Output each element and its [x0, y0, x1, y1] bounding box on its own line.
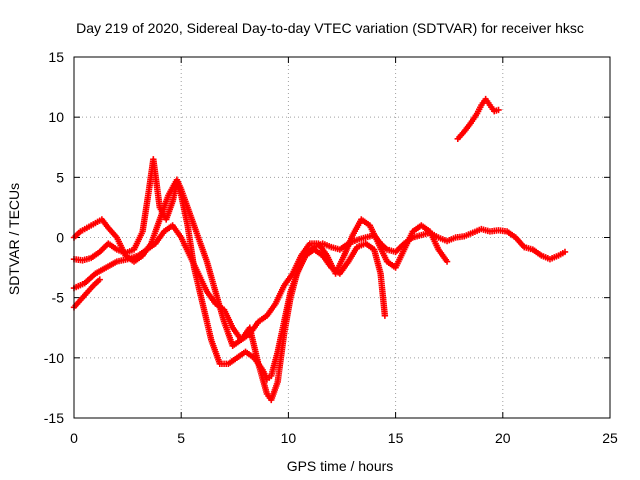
y-tick-label: -5: [52, 290, 65, 306]
series-track-2: [70, 176, 389, 404]
data-points: [70, 95, 569, 404]
x-tick-label: 15: [388, 430, 404, 446]
series-track-5: [454, 95, 502, 143]
series-track-1: [70, 156, 569, 383]
y-axis-label: SDTVAR / TECUs: [6, 183, 22, 295]
data-point: [96, 276, 103, 283]
data-point: [495, 106, 502, 114]
y-tick-label: 5: [56, 169, 64, 185]
data-point: [443, 258, 451, 265]
x-axis-label: GPS time / hours: [287, 458, 394, 474]
x-tick-label: 10: [281, 430, 297, 446]
tick-labels: 0 5 10 15 20 25 -15 -10 -5 0 5 10 15: [44, 49, 618, 446]
x-tick-label: 5: [177, 430, 185, 446]
chart-title: Day 219 of 2020, Sidereal Day-to-day VTE…: [76, 20, 584, 36]
y-tick-label: 10: [48, 109, 64, 125]
y-tick-label: 15: [48, 49, 64, 65]
x-tick-label: 20: [495, 430, 511, 446]
x-tick-label: 0: [70, 430, 78, 446]
y-tick-label: 0: [56, 230, 64, 246]
plot-frame: [73, 56, 611, 419]
grid: [74, 57, 610, 418]
y-tick-label: -15: [44, 410, 64, 426]
x-tick-label: 25: [602, 430, 618, 446]
data-point: [381, 312, 389, 319]
y-tick-label: -10: [44, 350, 64, 366]
data-point: [561, 248, 569, 256]
series-track-3: [70, 216, 451, 343]
